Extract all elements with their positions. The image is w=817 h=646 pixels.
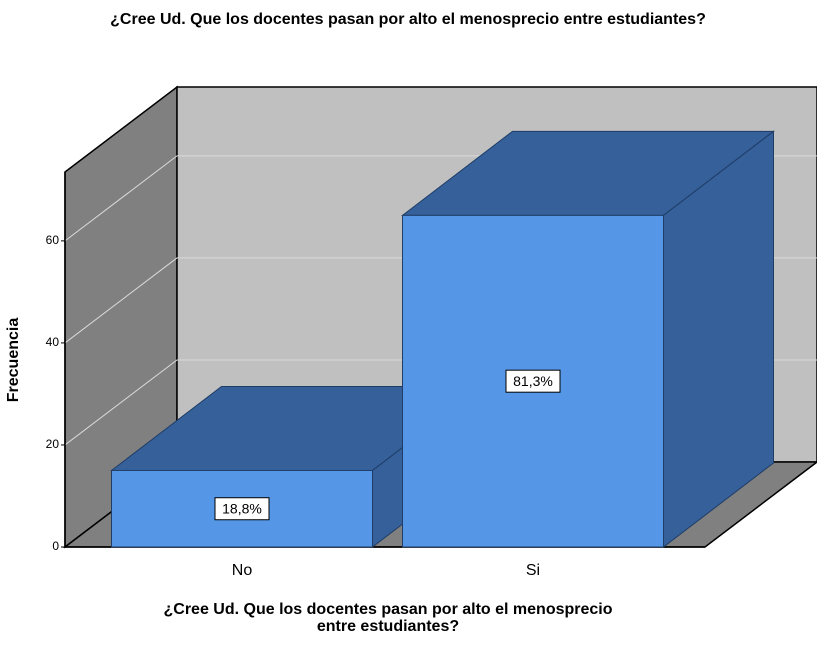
x-axis-title: entre estudiantes?: [317, 618, 459, 635]
data-label-box: [505, 369, 561, 393]
y-axis-title: Frecuencia: [5, 318, 22, 403]
y-tick-label: 60: [46, 233, 60, 247]
data-label: 81,3%: [513, 373, 553, 389]
x-tick-label: No: [232, 562, 253, 579]
data-label: 18,8%: [222, 500, 262, 516]
data-label-box: [214, 497, 270, 521]
y-tick-label: 40: [46, 335, 60, 349]
y-tick-label: 20: [46, 437, 60, 451]
x-axis-title: ¿Cree Ud. Que los docentes pasan por alt…: [164, 601, 613, 618]
x-tick-label: Si: [526, 562, 540, 579]
chart-title: ¿Cree Ud. Que los docentes pasan por alt…: [110, 11, 706, 28]
y-tick-label: 0: [52, 539, 59, 553]
